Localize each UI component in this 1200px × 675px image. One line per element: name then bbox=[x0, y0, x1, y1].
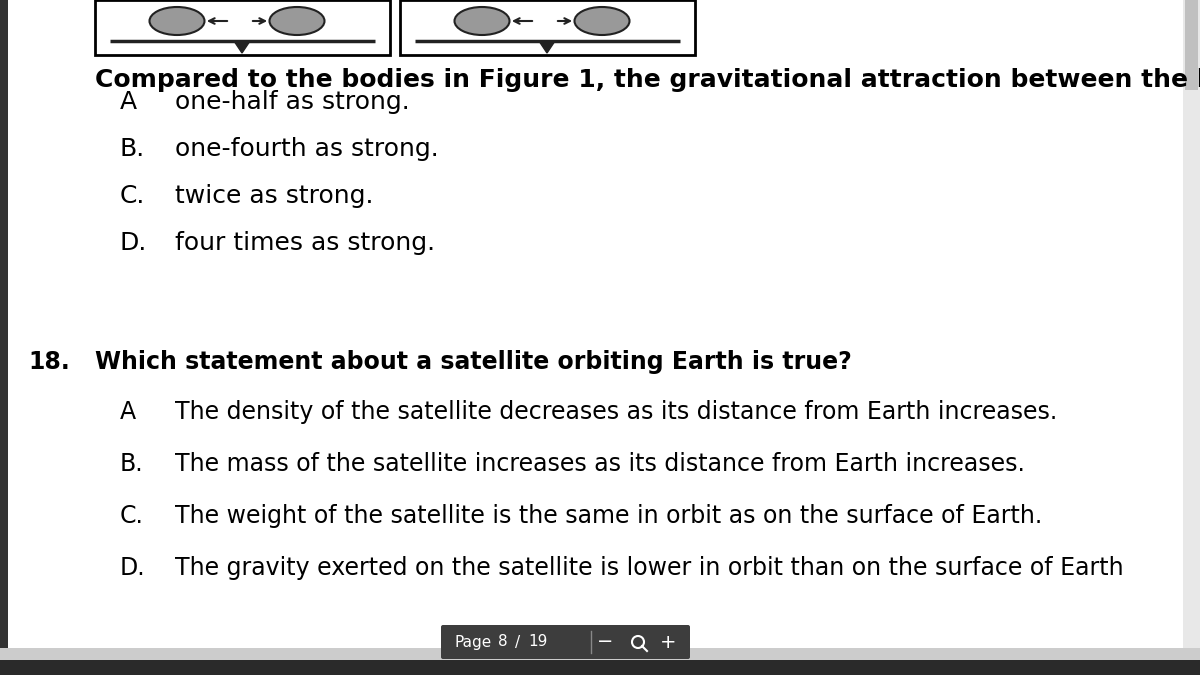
Text: The gravity exerted on the satellite is lower in orbit than on the surface of Ea: The gravity exerted on the satellite is … bbox=[175, 556, 1123, 580]
Bar bbox=[0, 648, 1200, 675]
Text: /: / bbox=[515, 634, 520, 649]
Text: one-half as strong.: one-half as strong. bbox=[175, 90, 409, 114]
Bar bbox=[400, 0, 695, 55]
Ellipse shape bbox=[455, 7, 510, 35]
Text: 19: 19 bbox=[528, 634, 547, 649]
Text: four times as strong.: four times as strong. bbox=[175, 231, 436, 255]
Bar bbox=[1183, 0, 1200, 675]
Text: 8: 8 bbox=[498, 634, 508, 649]
Text: A: A bbox=[120, 90, 137, 114]
Ellipse shape bbox=[270, 7, 324, 35]
Polygon shape bbox=[234, 41, 250, 53]
Text: Page: Page bbox=[455, 634, 492, 649]
Text: B.: B. bbox=[120, 137, 145, 161]
Text: C.: C. bbox=[120, 504, 144, 528]
Text: A: A bbox=[120, 400, 136, 424]
Text: 18.: 18. bbox=[28, 350, 70, 374]
Text: D.: D. bbox=[120, 556, 145, 580]
Text: −: − bbox=[596, 632, 613, 651]
Text: The mass of the satellite increases as its distance from Earth increases.: The mass of the satellite increases as i… bbox=[175, 452, 1025, 476]
Text: The weight of the satellite is the same in orbit as on the surface of Earth.: The weight of the satellite is the same … bbox=[175, 504, 1043, 528]
Polygon shape bbox=[539, 41, 554, 53]
Text: Compared to the bodies in Figure 1, the gravitational attraction between the bod: Compared to the bodies in Figure 1, the … bbox=[95, 68, 1200, 92]
Text: one-fourth as strong.: one-fourth as strong. bbox=[175, 137, 439, 161]
Bar bbox=[95, 0, 390, 55]
Ellipse shape bbox=[575, 7, 630, 35]
Bar bbox=[0, 0, 8, 675]
Text: The density of the satellite decreases as its distance from Earth increases.: The density of the satellite decreases a… bbox=[175, 400, 1057, 424]
Ellipse shape bbox=[150, 7, 204, 35]
Text: twice as strong.: twice as strong. bbox=[175, 184, 373, 208]
Text: B.: B. bbox=[120, 452, 144, 476]
Bar bbox=[0, 660, 1200, 675]
Text: C.: C. bbox=[120, 184, 145, 208]
Text: D.: D. bbox=[120, 231, 148, 255]
FancyBboxPatch shape bbox=[442, 625, 690, 659]
Text: Which statement about a satellite orbiting Earth is true?: Which statement about a satellite orbiti… bbox=[95, 350, 852, 374]
Bar bbox=[1186, 0, 1198, 90]
Text: +: + bbox=[660, 632, 677, 651]
